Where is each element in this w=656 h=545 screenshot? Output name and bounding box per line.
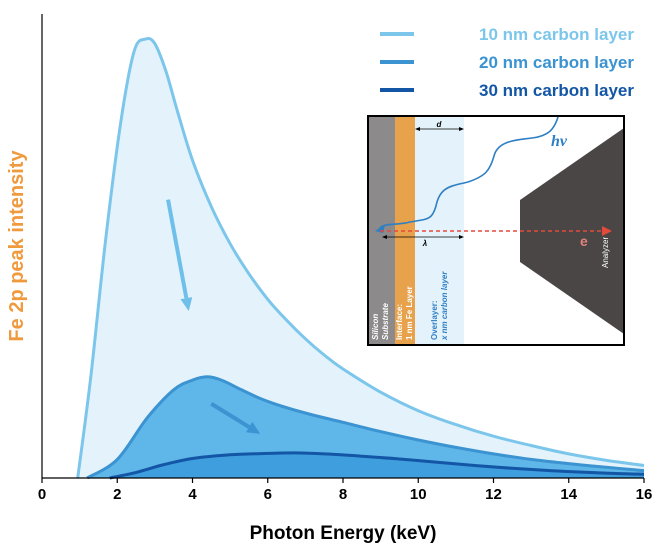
silicon-label-line1: Silicon: [371, 314, 380, 340]
overlayer-label-line1: Overlayer:: [430, 300, 439, 340]
lambda-arrow-left: [382, 235, 387, 239]
photon-wave-path: [378, 116, 559, 231]
overlayer-label-line2: x nm carbon layer: [440, 271, 449, 341]
y-axis-title: Fe 2p peak intensity: [6, 150, 28, 342]
annotation-arrow-2-shaft: [210, 402, 251, 429]
legend-label-2: 20 nm carbon layer: [479, 53, 634, 72]
electron-label: e: [580, 233, 588, 249]
series-3-area: [109, 452, 644, 478]
silicon-label: Silicon Substrate: [371, 303, 390, 340]
series-1-area: [77, 38, 644, 478]
electron-arrow-head: [602, 226, 612, 236]
annotation-arrow-1-head: [180, 297, 193, 311]
interface-label: Interface: 1 nm Fe Layer: [395, 286, 414, 340]
x-tick-label-6: 6: [264, 486, 272, 503]
series-1-line: [76, 36, 645, 479]
hv-label: hν: [551, 133, 568, 150]
d-label: d: [437, 120, 443, 129]
x-tick-label-4: 4: [188, 486, 197, 503]
legend-label-3: 30 nm carbon layer: [479, 81, 634, 100]
x-tick-label-14: 14: [560, 486, 577, 503]
x-tick-label-12: 12: [485, 486, 502, 503]
interface-label-line2: 1 nm Fe Layer: [405, 286, 414, 340]
legend-label-1: 10 nm carbon layer: [479, 25, 634, 44]
silicon-label-line2: Substrate: [381, 303, 390, 340]
series-2-line: [86, 375, 645, 480]
x-tick-label-0: 0: [38, 486, 46, 503]
annotation-arrow-2-head: [246, 421, 261, 434]
d-arrow-left: [415, 127, 420, 131]
analyzer-label: Analyzer: [601, 237, 610, 268]
lambda-arrow-right: [459, 235, 464, 239]
x-axis-title: Photon Energy (keV): [250, 523, 437, 544]
series-3-line: [109, 451, 645, 480]
x-tick-label-10: 10: [410, 486, 427, 503]
inset-border: [367, 115, 625, 346]
series-2-area: [87, 376, 644, 478]
x-ticks: 0 2 4 6 8 10 12 14 16: [38, 478, 653, 503]
d-arrow-right: [459, 127, 464, 131]
x-tick-label-2: 2: [113, 486, 121, 503]
x-tick-label-8: 8: [339, 486, 347, 503]
legend: 10 nm carbon layer 20 nm carbon layer 30 n…: [380, 25, 634, 100]
overlayer-label: Overlayer: x nm carbon layer: [430, 271, 449, 341]
x-tick-label-16: 16: [636, 486, 653, 503]
interface-label-line1: Interface:: [395, 304, 404, 340]
lambda-label: λ: [422, 239, 427, 248]
plot-area: [76, 36, 645, 480]
inset-diagram: d λ hν e Analyzer Silicon Substrate Inte…: [367, 115, 625, 346]
annotation-arrow-1-shaft: [166, 199, 189, 299]
